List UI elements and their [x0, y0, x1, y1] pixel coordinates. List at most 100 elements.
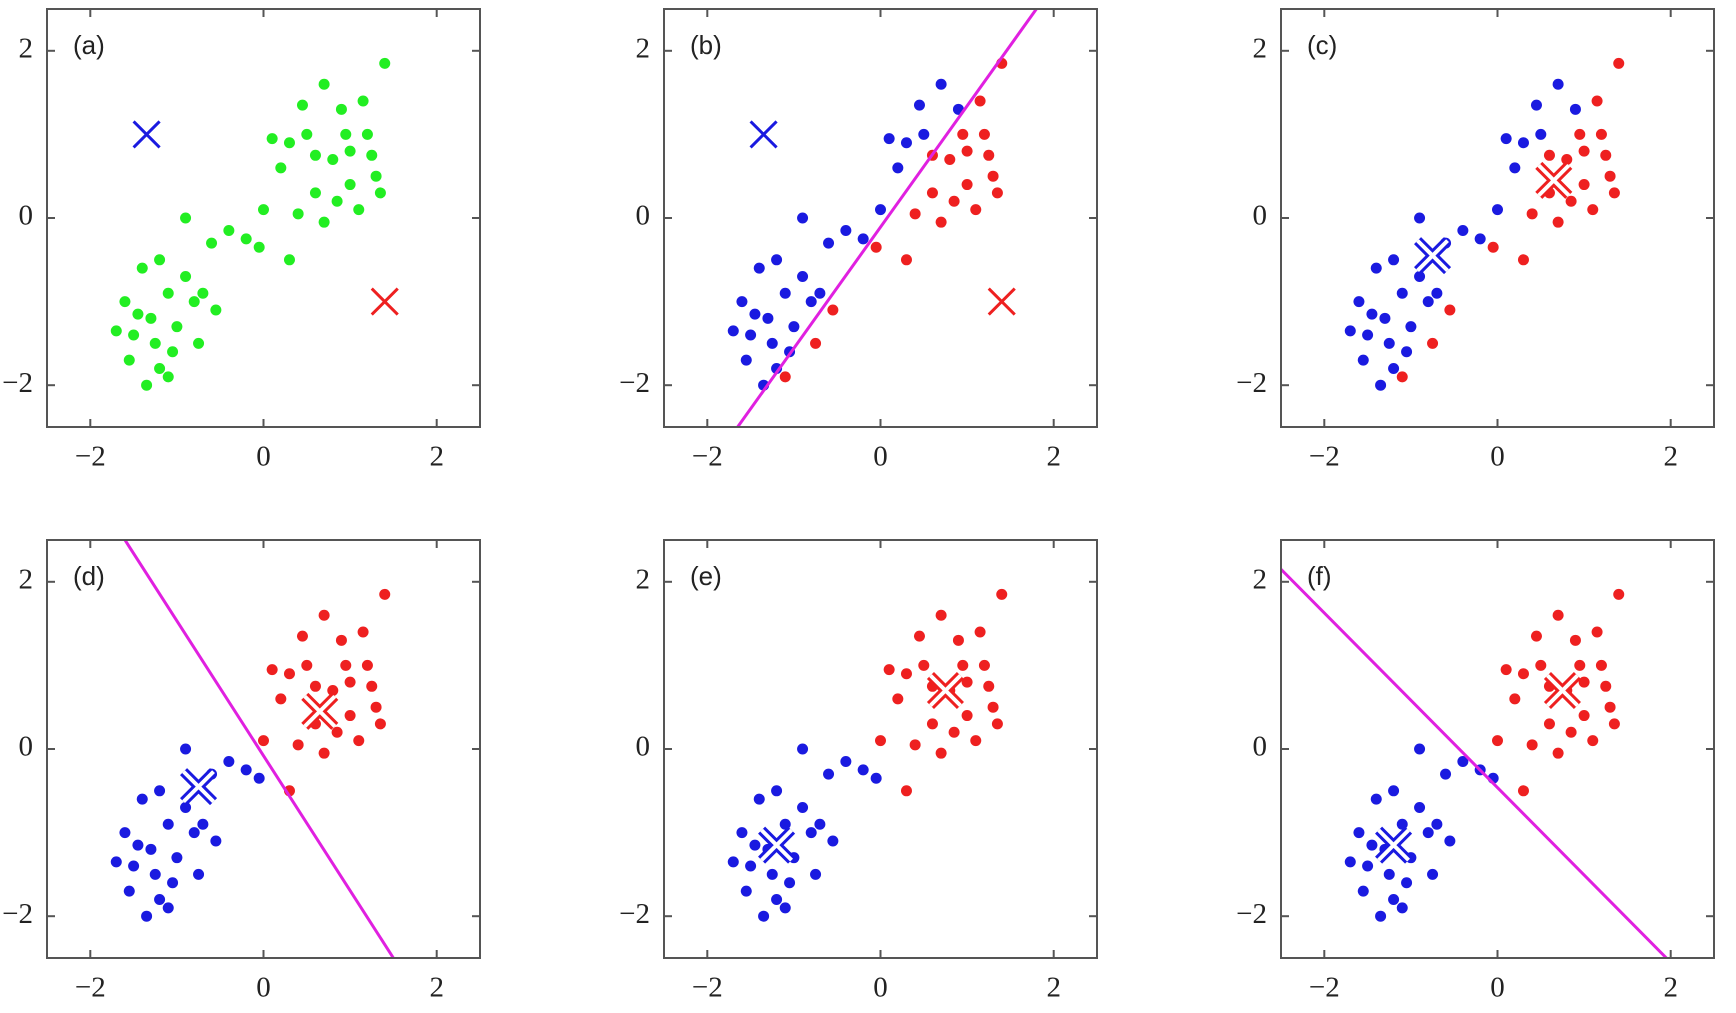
point	[1414, 743, 1426, 755]
point	[1543, 149, 1555, 161]
point	[758, 910, 770, 922]
panel-label: (f)	[1307, 561, 1332, 591]
point	[283, 668, 295, 680]
point	[935, 216, 947, 228]
point	[188, 296, 200, 308]
point	[1375, 379, 1387, 391]
point	[1422, 827, 1434, 839]
point	[154, 362, 166, 374]
point	[740, 354, 752, 366]
point	[1444, 835, 1456, 847]
x-tick-label: 2	[1046, 972, 1061, 1004]
point	[327, 153, 339, 165]
plot-background	[664, 9, 1097, 427]
point	[970, 204, 982, 216]
point	[149, 337, 161, 349]
point	[223, 756, 235, 768]
point	[952, 634, 964, 646]
point	[374, 718, 386, 730]
panel: −2 0 2 −2 0 2 (d)	[2, 539, 481, 1004]
point	[1440, 768, 1452, 780]
point	[1344, 856, 1356, 868]
point	[275, 693, 287, 705]
point	[206, 237, 218, 249]
point	[762, 312, 774, 324]
point	[736, 296, 748, 308]
point	[1574, 128, 1586, 140]
point	[1595, 659, 1607, 671]
y-tick-label: 0	[1253, 731, 1268, 763]
point	[814, 818, 826, 830]
point	[1608, 187, 1620, 199]
point	[1388, 785, 1400, 797]
y-tick-label: −2	[619, 367, 650, 399]
point	[1608, 718, 1620, 730]
point	[266, 664, 278, 676]
point	[805, 827, 817, 839]
point	[1561, 153, 1573, 165]
point	[983, 149, 995, 161]
y-tick-label: 2	[1253, 563, 1268, 595]
point	[840, 756, 852, 768]
point	[987, 170, 999, 182]
y-tick-label: −2	[619, 898, 650, 930]
point	[344, 710, 356, 722]
point	[740, 885, 752, 897]
point	[1492, 735, 1503, 747]
centroid	[1416, 239, 1449, 273]
point	[353, 735, 365, 747]
point	[379, 57, 391, 69]
panel: −2 0 2 −2 0 2 (c)	[1236, 8, 1715, 473]
centroid	[760, 828, 793, 862]
point	[974, 95, 986, 107]
y-tick-label: 2	[636, 563, 651, 595]
x-tick-label: 0	[873, 972, 888, 1004]
x-tick-label: −2	[1309, 441, 1340, 473]
point	[283, 137, 295, 149]
point	[1457, 756, 1469, 768]
point	[1517, 254, 1529, 266]
point	[779, 287, 791, 299]
decision-boundary	[1281, 568, 1668, 958]
point	[154, 254, 166, 266]
x-tick-label: 0	[256, 441, 271, 473]
point	[370, 701, 382, 713]
point	[1487, 241, 1499, 253]
centroid	[1377, 828, 1410, 862]
point	[366, 149, 378, 161]
x-tick-label: 0	[256, 972, 271, 1004]
point	[749, 308, 761, 320]
point	[154, 893, 166, 905]
point	[283, 254, 295, 266]
point	[1388, 893, 1400, 905]
point	[948, 195, 960, 207]
point	[162, 287, 174, 299]
point	[745, 860, 757, 872]
point	[957, 659, 969, 671]
x-tick-label: −2	[692, 441, 723, 473]
point	[987, 701, 999, 713]
panel: −2 0 2 −2 0 2 (f)	[1236, 539, 1715, 1004]
point	[1379, 312, 1391, 324]
point	[353, 204, 365, 216]
y-tick-label: 0	[636, 731, 651, 763]
point	[379, 588, 391, 600]
point	[197, 818, 209, 830]
point	[1535, 659, 1547, 671]
point	[961, 710, 973, 722]
plot-area	[47, 9, 480, 427]
point	[1396, 371, 1408, 383]
point	[1552, 747, 1564, 759]
point	[935, 609, 947, 621]
point	[167, 346, 179, 358]
point	[1604, 170, 1616, 182]
point	[1383, 868, 1395, 880]
point	[110, 856, 122, 868]
point	[1353, 827, 1365, 839]
point	[1591, 626, 1603, 638]
point	[1604, 701, 1616, 713]
plot-background	[1281, 540, 1714, 958]
point	[301, 128, 313, 140]
point	[253, 241, 265, 253]
point	[900, 785, 912, 797]
